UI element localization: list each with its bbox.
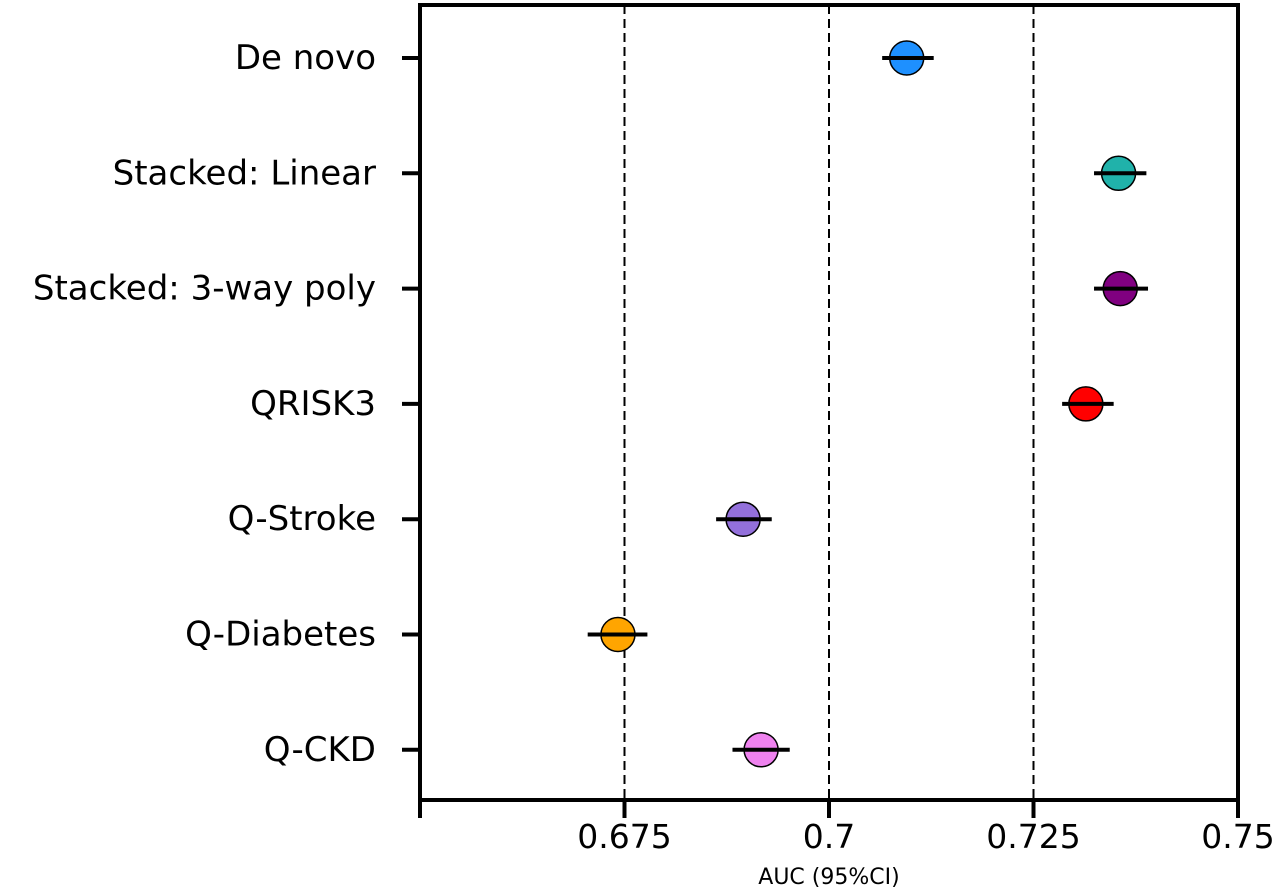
data-point-group [587, 616, 648, 653]
x-axis: 0.675 0.7 0.725 0.75 [418, 800, 1275, 856]
y-axis: De novo Stacked: Linear Stacked: 3-way pol… [33, 38, 420, 770]
data-point-group [882, 40, 934, 76]
data-point-group [716, 501, 772, 537]
x-axis-title: AUC (95%CI) [758, 865, 899, 890]
x-tick-label: 0.7 [803, 817, 855, 856]
x-tick-label: 0.675 [577, 817, 671, 856]
data-point-group [1062, 386, 1114, 422]
y-tick-label: De novo [235, 38, 376, 78]
data-marks [587, 40, 1149, 768]
y-tick-label: Q-Diabetes [185, 615, 376, 655]
y-tick-label: Q-CKD [264, 730, 376, 770]
x-tick-label: 0.725 [986, 817, 1080, 856]
y-tick-label: QRISK3 [250, 384, 376, 424]
data-point-group [1094, 270, 1149, 307]
data-point-group [1094, 155, 1147, 192]
y-tick-label: Stacked: 3-way poly [33, 269, 376, 309]
x-tick-label: 0.75 [1201, 817, 1274, 856]
reference-lines [623, 5, 1035, 800]
y-tick-label: Stacked: Linear [113, 153, 376, 193]
data-point-group [732, 732, 790, 768]
y-tick-label: Q-Stroke [228, 499, 376, 539]
